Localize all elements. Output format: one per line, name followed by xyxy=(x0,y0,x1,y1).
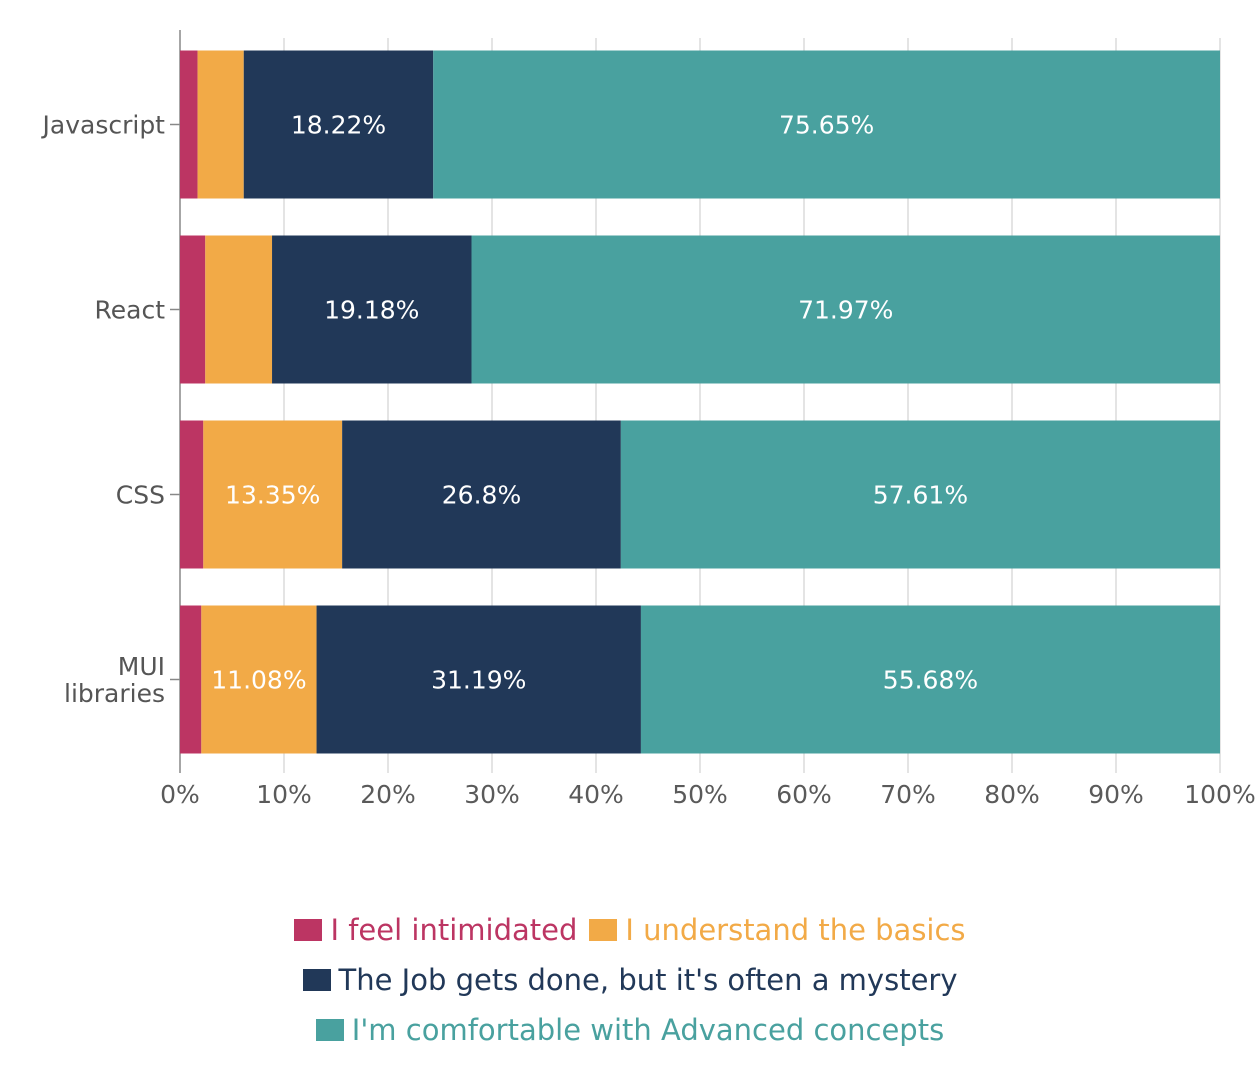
x-tick-label-1: 10% xyxy=(256,780,312,809)
y-tick-label-3-0: MUI xyxy=(118,652,165,681)
data-label-2-3: 57.61% xyxy=(873,481,968,510)
data-label-0-2: 18.22% xyxy=(291,111,386,140)
bar-2-2 xyxy=(342,420,621,569)
legend-swatch-advanced xyxy=(315,1019,344,1041)
bar-1-3 xyxy=(471,235,1221,384)
bar-1-1 xyxy=(205,235,273,384)
legend-item-intimidated: I feel intimidated xyxy=(294,913,577,947)
x-tick-label-0: 0% xyxy=(160,780,200,809)
legend-item-basics: I understand the basics xyxy=(589,913,966,947)
legend-row-1: I feel intimidated I understand the basi… xyxy=(0,905,1260,955)
legend-label-basics: I understand the basics xyxy=(625,913,966,947)
bar-3-3 xyxy=(640,605,1220,754)
bar-0-1 xyxy=(197,50,244,199)
bar-3-2 xyxy=(316,605,641,754)
legend-item-advanced: I'm comfortable with Advanced concepts xyxy=(315,1013,945,1047)
data-label-0-3: 75.65% xyxy=(779,111,874,140)
x-tick-label-6: 60% xyxy=(776,780,832,809)
x-tick-label-8: 80% xyxy=(984,780,1040,809)
x-tick-label-9: 90% xyxy=(1088,780,1144,809)
y-tick-label-3-1: libraries xyxy=(64,679,165,708)
legend-label-intimidated: I feel intimidated xyxy=(330,913,578,947)
y-tick-label-1-0: React xyxy=(95,296,166,325)
legend-row-3: I'm comfortable with Advanced concepts xyxy=(0,1005,1260,1055)
x-tick-label-4: 40% xyxy=(568,780,624,809)
x-tick-label-5: 50% xyxy=(672,780,728,809)
bar-1-2 xyxy=(272,235,472,384)
data-label-2-1: 13.35% xyxy=(225,481,320,510)
bar-3-1 xyxy=(201,605,317,754)
data-label-1-2: 19.18% xyxy=(324,296,419,325)
bar-2-3 xyxy=(620,420,1220,569)
legend-item-mystery: The Job gets done, but it's often a myst… xyxy=(302,963,958,997)
x-tick-label-2: 20% xyxy=(360,780,416,809)
legend-row-2: The Job gets done, but it's often a myst… xyxy=(0,955,1260,1005)
stacked-bar-chart: 0% 10% 20% 30% 40% 50% 60% 70% 80% 90% 100% 18.22% 7… xyxy=(41,30,1256,809)
bar-0-3 xyxy=(433,50,1220,199)
x-tick-label-10: 100% xyxy=(1184,780,1255,809)
bar-0-2 xyxy=(243,50,434,199)
x-tick-label-3: 30% xyxy=(464,780,520,809)
bar-1-0 xyxy=(180,235,206,384)
bar-0-0 xyxy=(180,50,198,199)
legend-swatch-basics xyxy=(589,919,618,941)
bar-3-0 xyxy=(180,605,202,754)
legend-label-advanced: I'm comfortable with Advanced concepts xyxy=(351,1013,945,1047)
bar-2-1 xyxy=(203,420,343,569)
data-label-1-3: 71.97% xyxy=(798,296,893,325)
data-label-3-3: 55.68% xyxy=(883,666,978,695)
x-tick-label-7: 70% xyxy=(880,780,936,809)
legend-label-mystery: The Job gets done, but it's often a myst… xyxy=(338,963,958,997)
data-label-2-2: 26.8% xyxy=(442,481,521,510)
y-tick-label-0-0: Javascript xyxy=(41,111,166,140)
legend: I feel intimidated I understand the basi… xyxy=(0,905,1260,1055)
legend-swatch-mystery xyxy=(302,969,331,991)
legend-swatch-intimidated xyxy=(294,919,323,941)
y-tick-label-2-0: CSS xyxy=(116,481,165,510)
bar-2-0 xyxy=(180,420,204,569)
data-label-3-1: 11.08% xyxy=(211,666,306,695)
data-label-3-2: 31.19% xyxy=(431,666,526,695)
